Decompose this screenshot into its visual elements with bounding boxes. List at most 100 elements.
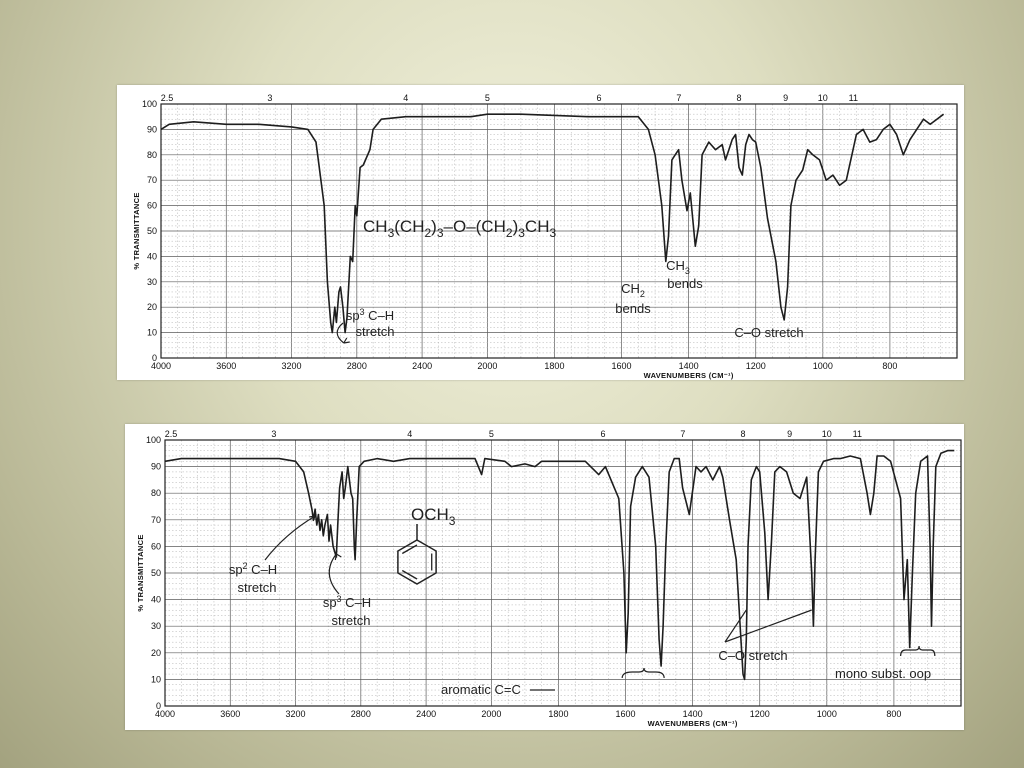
structure-formula: OCH3: [411, 505, 456, 528]
x-tick-label: 1400: [679, 361, 699, 371]
x-tick-label: 1600: [616, 709, 636, 719]
y-tick-label: 60: [151, 541, 161, 551]
y-tick-label: 40: [147, 251, 157, 261]
x-tick-label: 2800: [347, 361, 367, 371]
y-tick-label: 40: [151, 595, 161, 605]
x-tick-label: 1600: [612, 361, 632, 371]
spectrum-chart-1: 0 10 20 30 40 50 60 70 80 90 100 4000 3600 3200 2800 24…: [132, 93, 958, 380]
annotation-ch2-line1: CH2: [621, 281, 645, 299]
x-tick-label: 2000: [481, 709, 501, 719]
annotation-sp3-ch-line1: sp3 C–H: [323, 594, 371, 610]
grid: [160, 103, 958, 359]
y-tick-label: 0: [152, 353, 157, 363]
spectrum-line: [164, 449, 955, 681]
x-tick-label: 1000: [813, 361, 833, 371]
x-tick-label: 1400: [683, 709, 703, 719]
x-tick-label: 4000: [151, 361, 171, 371]
x-tick-label: 2400: [412, 361, 432, 371]
x-axis: 4000 3600 3200 2800 2400 2000 1800 1600 1400 1200…: [155, 709, 901, 719]
annotation-co: C–O stretch: [718, 648, 787, 663]
y-tick-label: 30: [151, 621, 161, 631]
y-tick-label: 10: [151, 674, 161, 684]
arrow-sp2: [264, 515, 316, 561]
structure-formula: CH3(CH2)3–O–(CH2)3CH3: [363, 217, 556, 240]
x-axis: 4000 3600 3200 2800 2400 2000 1800 1600 1400 1200…: [151, 361, 897, 371]
top-tick-label: 8: [736, 93, 741, 103]
brace-mono: [900, 645, 936, 657]
arrowhead-sp3: [343, 337, 350, 344]
x-axis-label: WAVENUMBERS (CM⁻¹): [644, 371, 734, 380]
x-tick-label: 2800: [351, 709, 371, 719]
x-tick-label: 4000: [155, 709, 175, 719]
top-tick-label: 10: [822, 429, 832, 439]
annotation-mono-subst: mono subst. oop: [835, 666, 931, 681]
annotation-ch3-line1: CH3: [666, 258, 690, 276]
top-tick-label: 8: [740, 429, 745, 439]
y-tick-label: 100: [142, 99, 157, 109]
y-tick-label: 50: [147, 226, 157, 236]
annotation-sp3-ch-line1: sp3 C–H: [346, 307, 394, 323]
arrow-co-right: [724, 609, 812, 643]
y-tick-label: 10: [147, 328, 157, 338]
annotation-sp2-ch-line2: stretch: [237, 580, 276, 595]
brace-aromatic: [621, 667, 665, 679]
arrowhead-sp2: [309, 515, 316, 522]
x-tick-label: 1200: [746, 361, 766, 371]
annotation-co: C–O stretch: [734, 325, 803, 340]
plot-frame: [164, 439, 962, 707]
x-tick-label: 2000: [477, 361, 497, 371]
y-tick-label: 30: [147, 277, 157, 287]
annotation-sp3-ch-line2: stretch: [331, 613, 370, 628]
arrow-sp3: [336, 322, 345, 344]
top-tick-label: 4: [403, 93, 408, 103]
benzene-ring: [397, 539, 437, 585]
top-tick-label: 5: [489, 429, 494, 439]
y-axis-label: % TRANSMITTANCE: [136, 534, 145, 611]
top-tick-label: 10: [818, 93, 828, 103]
top-tick-label: 11: [853, 429, 862, 439]
y-tick-label: 100: [146, 435, 161, 445]
annotation-ch3-line2: bends: [667, 276, 703, 291]
x-tick-label: 3200: [282, 361, 302, 371]
x-tick-label: 3200: [286, 709, 306, 719]
top-tick-label: 7: [680, 429, 685, 439]
y-tick-label: 70: [151, 515, 161, 525]
arrow-co-left: [724, 609, 747, 643]
ir-spectrum-anisole: 0 10 20 30 40 50 60 70 80 90 100 4000 3600 3200 2800 24…: [125, 424, 964, 730]
annotation-ch2-line2: bends: [615, 301, 651, 316]
top-tick-label: 4: [407, 429, 412, 439]
annotation-sp2-ch-line1: sp2 C–H: [229, 561, 277, 577]
spectrum-chart-2: 0 10 20 30 40 50 60 70 80 90 100 4000 3600 3200 2800 24…: [136, 429, 962, 728]
y-tick-label: 0: [156, 701, 161, 711]
y-tick-label: 20: [151, 648, 161, 658]
x-axis-label: WAVENUMBERS (CM⁻¹): [648, 719, 738, 728]
annotation-aromatic-cc: aromatic C=C: [441, 682, 521, 697]
top-tick-label: 6: [597, 93, 602, 103]
x-tick-label: 3600: [216, 361, 236, 371]
spectrum-line: [160, 113, 945, 334]
y-tick-label: 90: [151, 462, 161, 472]
top-tick-label: 2.5: [165, 429, 178, 439]
arrow-sp3: [328, 553, 340, 595]
x-tick-label: 1800: [544, 361, 564, 371]
double-bond: [401, 569, 418, 580]
top-tick-label: 3: [267, 93, 272, 103]
top-tick-label: 6: [601, 429, 606, 439]
y-axis: 0 10 20 30 40 50 60 70 80 90 100: [142, 99, 157, 363]
y-tick-label: 60: [147, 201, 157, 211]
y-tick-label: 80: [151, 488, 161, 498]
top-axis: 2.5 3 4 5 6 7 8 9 10 11: [161, 93, 858, 103]
x-tick-label: 800: [882, 361, 897, 371]
top-tick-label: 3: [271, 429, 276, 439]
x-tick-label: 2400: [416, 709, 436, 719]
top-axis: 2.5 3 4 5 6 7 8 9 10 11: [165, 429, 862, 439]
y-tick-label: 20: [147, 302, 157, 312]
top-tick-label: 9: [787, 429, 792, 439]
x-tick-label: 1000: [817, 709, 837, 719]
y-tick-label: 90: [147, 124, 157, 134]
x-tick-label: 1800: [548, 709, 568, 719]
x-tick-label: 800: [886, 709, 901, 719]
y-tick-label: 70: [147, 175, 157, 185]
y-tick-label: 80: [147, 150, 157, 160]
y-axis: 0 10 20 30 40 50 60 70 80 90 100: [146, 435, 161, 711]
